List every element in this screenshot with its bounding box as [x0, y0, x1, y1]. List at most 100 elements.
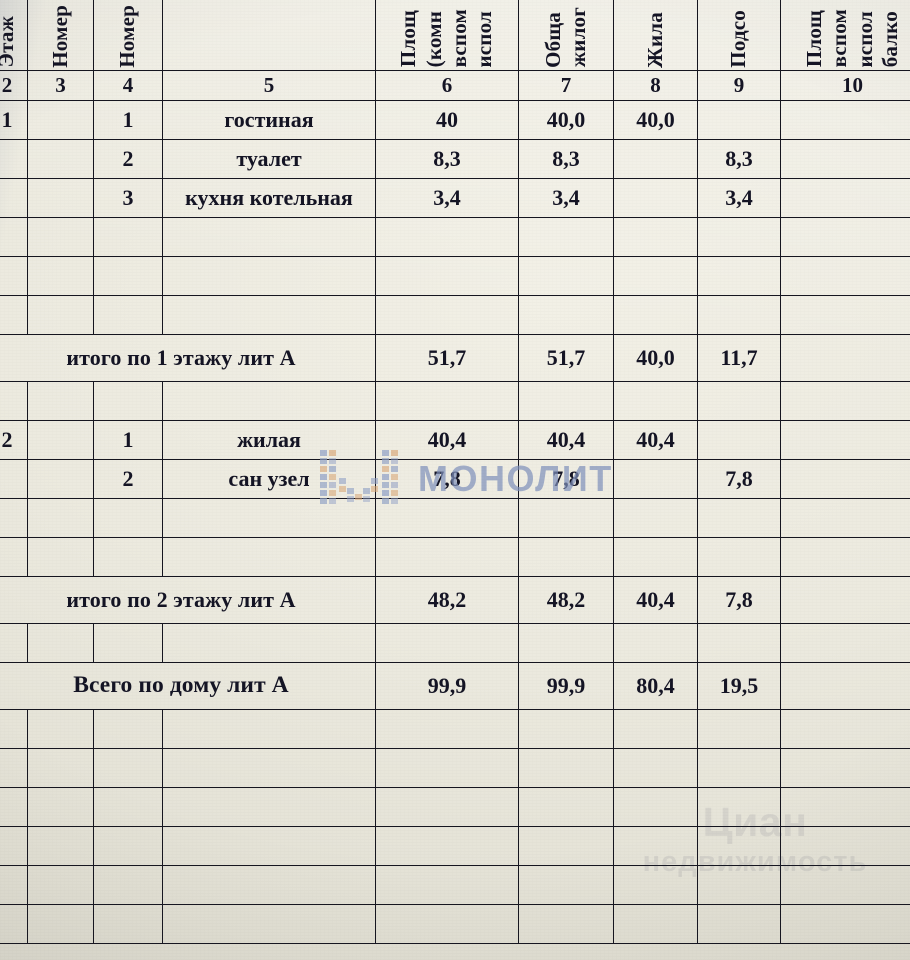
cell-ploshad-6: [375, 380, 519, 421]
cell-ploshad-10: [780, 903, 910, 944]
cell-podsobnaya-9: [697, 747, 781, 788]
header-line: Площ: [801, 10, 826, 68]
total-value-c7: 51,7: [518, 333, 614, 382]
table-header: Этаж Номер Номер Площ (комн вспом: [0, 0, 910, 101]
cell-podsobnaya-9: [697, 708, 781, 749]
cell-nomer1: [27, 294, 94, 335]
total-value-c10: [780, 575, 910, 624]
cell-etazh: [0, 177, 28, 218]
cell-ploshad-10: [780, 864, 910, 905]
cell-ploshad-10: [780, 99, 910, 140]
cell-nomer1: [27, 708, 94, 749]
cell-zhilaya-8: [613, 786, 698, 827]
cell-podsobnaya-9: 8,3: [697, 138, 781, 179]
cell-naименование: [162, 255, 376, 296]
header-cell-etazh: Этаж: [0, 0, 28, 71]
cell-zhilaya-8: [613, 536, 698, 577]
table-row-total: Всего по дому лит А 99,9 99,9 80,4 19,5: [0, 661, 910, 710]
cell-naименование: [162, 622, 376, 663]
header-line: Жила: [642, 11, 667, 68]
cell-nomer2: [93, 622, 163, 663]
header-cell-ploshad-10: Площ вспом испол балко: [780, 0, 910, 71]
table-row-empty: [0, 708, 910, 749]
column-number: 4: [93, 69, 163, 101]
cell-naименование: гостиная: [162, 99, 376, 140]
cell-podsobnaya-9: [697, 622, 781, 663]
total-value-c7: 99,9: [518, 661, 614, 710]
cell-nomer2: [93, 825, 163, 866]
cell-etazh: [0, 786, 28, 827]
header-line: Номер: [47, 4, 72, 68]
cell-etazh: [0, 255, 28, 296]
table-row-empty: [0, 747, 910, 788]
table-row-empty: [0, 786, 910, 827]
total-value-c8: 40,0: [613, 333, 698, 382]
cell-nomer1: [27, 255, 94, 296]
table-row: 1 1 гостиная 40 40,0 40,0: [0, 99, 910, 140]
cell-podsobnaya-9: [697, 216, 781, 257]
total-value-c10: [780, 333, 910, 382]
cell-naименование: [162, 864, 376, 905]
cell-naименование: [162, 708, 376, 749]
cell-nomer2: [93, 536, 163, 577]
cell-nomer2: 3: [93, 177, 163, 218]
column-number: 6: [375, 69, 519, 101]
table-row-empty: [0, 903, 910, 944]
cell-obshaya-7: [518, 864, 614, 905]
header-line: балко: [877, 11, 902, 68]
cell-zhilaya-8: [613, 708, 698, 749]
total-label: итого по 1 этажу лит А: [0, 333, 376, 382]
cell-naименование: [162, 903, 376, 944]
cell-nomer1: [27, 747, 94, 788]
cell-ploshad-6: 40: [375, 99, 519, 140]
cell-zhilaya-8: 40,0: [613, 99, 698, 140]
cell-naименование: [162, 216, 376, 257]
cell-ploshad-6: [375, 216, 519, 257]
cell-ploshad-6: 7,8: [375, 458, 519, 499]
total-value-c9: 11,7: [697, 333, 781, 382]
total-label: итого по 2 этажу лит А: [0, 575, 376, 624]
cell-naименование: жилая: [162, 419, 376, 460]
total-value-c9: 7,8: [697, 575, 781, 624]
cell-nomer1: [27, 903, 94, 944]
cell-etazh: [0, 458, 28, 499]
header-cell-zhilaya-8: Жила: [613, 0, 698, 71]
cell-nomer1: [27, 864, 94, 905]
cell-ploshad-6: [375, 497, 519, 538]
cell-zhilaya-8: [613, 458, 698, 499]
header-line: Этаж: [0, 16, 19, 68]
cell-podsobnaya-9: [697, 419, 781, 460]
cell-naименование: кухня котельная: [162, 177, 376, 218]
cell-podsobnaya-9: [697, 497, 781, 538]
table-row: 2 1 жилая 40,4 40,4 40,4: [0, 419, 910, 460]
cell-nomer1: [27, 380, 94, 421]
table-row-total: итого по 1 этажу лит А 51,7 51,7 40,0 11,7: [0, 333, 910, 382]
cell-zhilaya-8: [613, 864, 698, 905]
cell-nomer2: [93, 786, 163, 827]
cell-nomer2: [93, 864, 163, 905]
table-row-empty: [0, 864, 910, 905]
cell-nomer2: 2: [93, 138, 163, 179]
cell-obshaya-7: [518, 786, 614, 827]
cell-nomer1: [27, 216, 94, 257]
cell-etazh: [0, 536, 28, 577]
cell-etazh: 2: [0, 419, 28, 460]
cell-naименование: [162, 497, 376, 538]
header-cell-podsobnaya-9: Подсо: [697, 0, 781, 71]
total-value-c10: [780, 661, 910, 710]
cell-ploshad-6: 8,3: [375, 138, 519, 179]
cell-ploshad-6: 40,4: [375, 419, 519, 460]
cell-obshaya-7: 7,8: [518, 458, 614, 499]
column-number: 10: [780, 69, 910, 101]
table-row-empty: [0, 380, 910, 421]
cell-obshaya-7: [518, 216, 614, 257]
cell-obshaya-7: [518, 380, 614, 421]
cell-obshaya-7: 40,0: [518, 99, 614, 140]
header-line: вспом: [447, 9, 471, 68]
cell-obshaya-7: [518, 825, 614, 866]
cell-etazh: [0, 825, 28, 866]
header-line: (комн: [421, 11, 446, 68]
column-number: 9: [697, 69, 781, 101]
cell-ploshad-10: [780, 380, 910, 421]
